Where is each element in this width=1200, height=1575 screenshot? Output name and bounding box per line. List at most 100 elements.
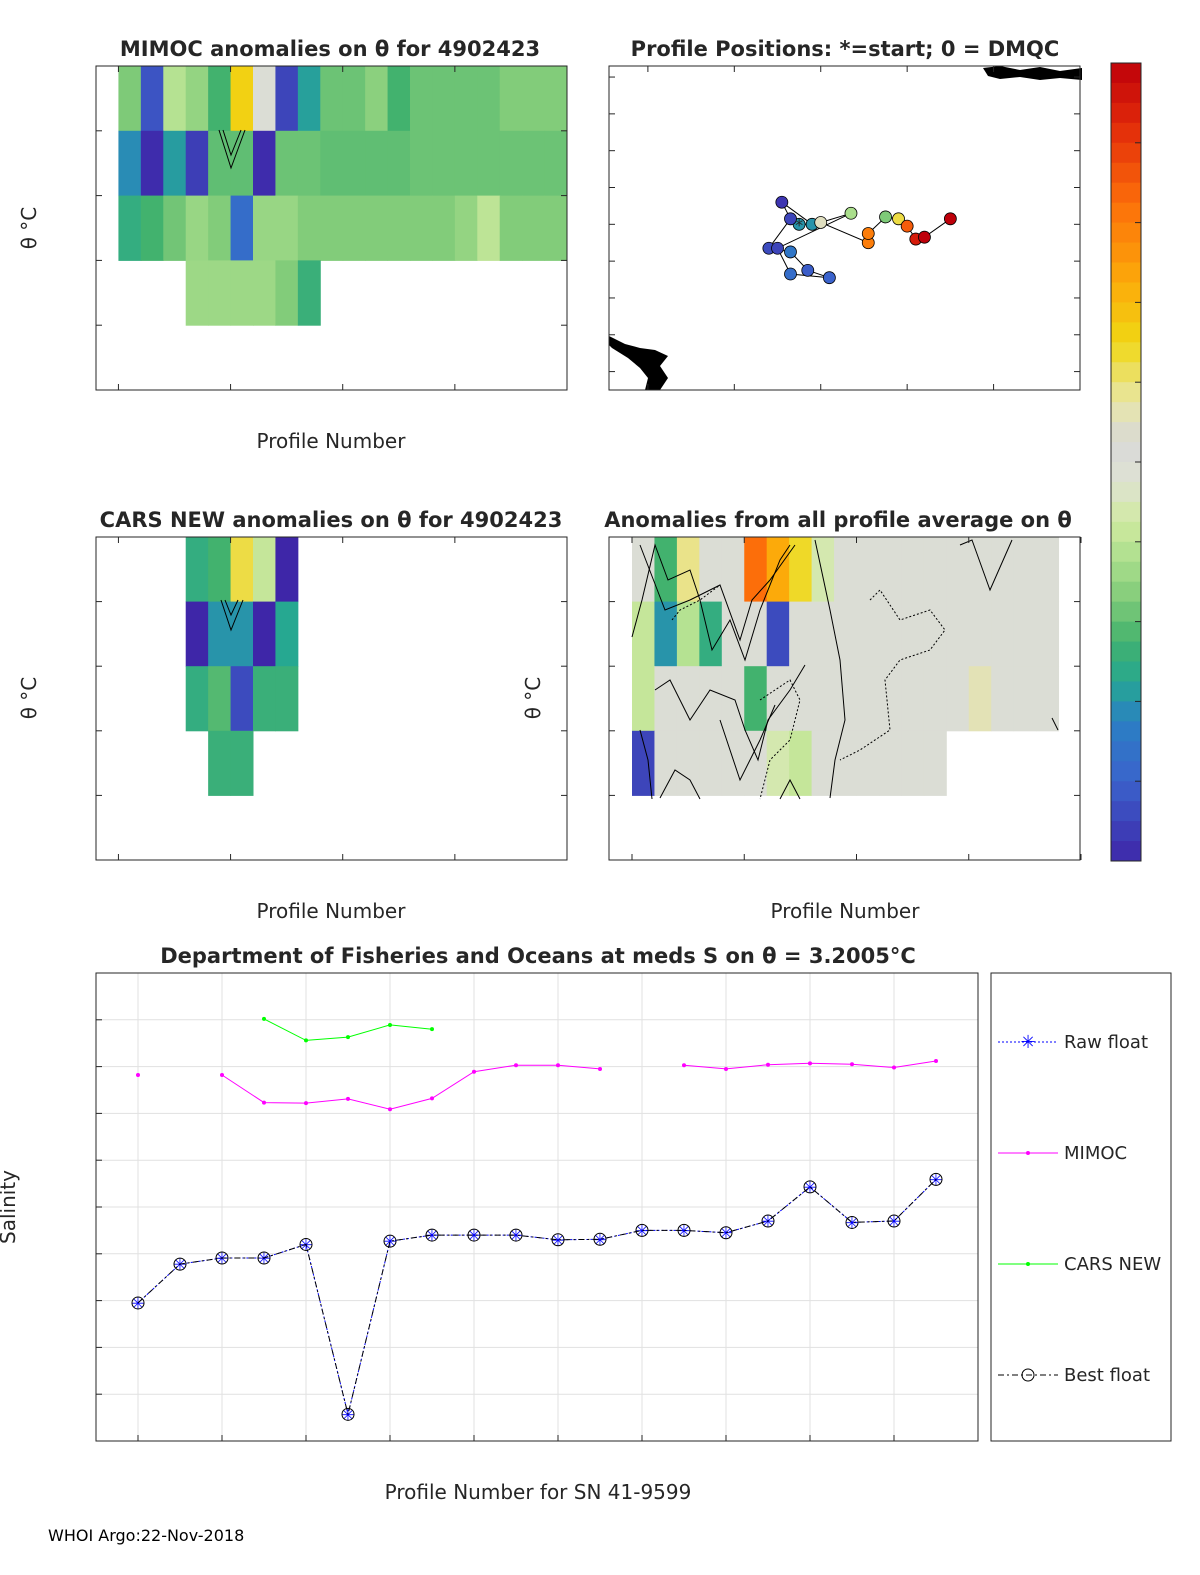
heatmap-cell <box>744 666 768 732</box>
colorbar-swatch <box>1111 322 1141 343</box>
heatmap-cell <box>544 66 568 132</box>
heatmap-cell <box>878 601 902 667</box>
heatmap-cell <box>632 666 655 732</box>
best-float-point <box>215 1251 229 1265</box>
profile-position-point <box>801 263 815 277</box>
cars-ylabel: θ °C <box>17 677 41 720</box>
heatmap-cell <box>253 260 276 326</box>
heatmap-cell <box>230 601 254 667</box>
colorbar-swatch <box>1111 302 1141 323</box>
colorbar-ticks <box>1135 62 1141 862</box>
heatmap-cell <box>477 130 501 197</box>
heatmap-cell <box>208 666 232 732</box>
legend-raw-marker: ✳ <box>1020 1032 1035 1053</box>
heatmap-cell <box>208 730 232 796</box>
mimoc-panel: MIMOC anomalies on θ for 4902423 Profile… <box>17 37 568 453</box>
salinity-xlabel: Profile Number for SN 41-9599 <box>385 1480 692 1504</box>
colorbar-swatch <box>1111 661 1141 682</box>
profile-position-point <box>892 212 905 226</box>
heatmap-cell <box>230 730 254 796</box>
mimoc-point <box>472 1069 476 1074</box>
cars-title: CARS NEW anomalies on θ for 4902423 <box>100 508 563 532</box>
best-float-point <box>383 1234 397 1248</box>
colorbar-swatch <box>1111 282 1141 303</box>
heatmap-cell <box>185 195 209 261</box>
mimoc-point <box>598 1066 602 1071</box>
best-float-point <box>509 1228 523 1242</box>
cars-x-ticks <box>117 537 568 860</box>
colorbar-swatch <box>1111 521 1141 543</box>
cars-contour <box>220 599 244 632</box>
best-float-point <box>677 1223 691 1237</box>
heatmap-cell <box>522 130 546 197</box>
heatmap-cell <box>208 195 232 261</box>
mimoc-y-ticks <box>96 65 567 326</box>
mimoc-contour <box>218 129 246 170</box>
heatmap-cell <box>499 66 523 132</box>
heatmap-cell <box>275 66 299 132</box>
best-float-point <box>845 1215 859 1229</box>
colorbar-swatch <box>1111 122 1141 144</box>
heatmap-cell <box>253 130 276 197</box>
heatmap-cell <box>699 601 723 667</box>
heatmap-cell <box>477 195 501 261</box>
heatmap-cell <box>454 130 478 197</box>
best-float-point <box>551 1233 565 1247</box>
heatmap-cell <box>856 730 880 796</box>
colorbar-swatch <box>1111 841 1141 862</box>
start-marker: * <box>795 215 803 234</box>
colorbar-swatch <box>1111 382 1141 403</box>
heatmap-cell <box>253 666 276 732</box>
colorbar-swatch <box>1111 63 1141 84</box>
heatmap-cell <box>901 730 925 796</box>
heatmap-cell <box>432 195 456 261</box>
heatmap-cell <box>676 730 700 796</box>
best-float-point <box>131 1296 145 1310</box>
heatmap-cell <box>208 260 232 326</box>
heatmap-cell <box>811 666 835 732</box>
heatmap-cell <box>230 66 254 132</box>
heatmap-cell <box>878 666 902 732</box>
heatmap-cell <box>118 66 142 132</box>
mimoc-x-ticks <box>117 66 568 390</box>
heatmap-cell <box>789 537 813 603</box>
colorbar-swatch <box>1111 801 1141 822</box>
heatmap-cell <box>811 730 835 796</box>
heatmap-cell <box>297 260 321 326</box>
heatmap-cell <box>432 130 456 197</box>
colorbar-swatch <box>1111 162 1141 184</box>
average-axes-box <box>608 536 1081 861</box>
cars-new-point <box>430 1027 434 1032</box>
heatmap-cell <box>766 666 790 732</box>
heatmap-cell <box>454 195 478 261</box>
heatmap-cell <box>163 195 187 261</box>
heatmap-cell <box>297 66 321 132</box>
positions-title: Profile Positions: *=start; 0 = DMQC <box>631 37 1060 61</box>
cars-new-point <box>346 1035 350 1040</box>
best-float-point <box>887 1214 901 1228</box>
heatmap-cell <box>253 537 276 603</box>
legend-raw-label: Raw float <box>1064 1032 1148 1053</box>
average-y-ticks <box>609 536 1080 796</box>
heatmap-cell <box>320 66 344 132</box>
heatmap-cell <box>230 666 254 732</box>
legend-cars-marker <box>1026 1262 1030 1266</box>
best-float-point <box>257 1251 271 1265</box>
average-x-ticks <box>631 537 1082 860</box>
colorbar-swatch <box>1111 462 1141 483</box>
heatmap-cell <box>163 130 187 197</box>
mimoc-ylabel: θ °C <box>17 207 41 250</box>
salinity-title: Department of Fisheries and Oceans at me… <box>160 944 916 968</box>
positions-panel: Profile Positions: *=start; 0 = DMQC * <box>608 37 1082 391</box>
legend-mimoc-marker <box>1026 1151 1030 1155</box>
salinity-legend: ✳ Raw float MIMOC CARS NEW Best float <box>990 972 1172 1442</box>
colorbar-swatch <box>1111 741 1141 762</box>
heatmap-cell <box>365 130 389 197</box>
profile-position-point <box>879 210 892 224</box>
heatmap-cell <box>923 666 947 732</box>
heatmap-cell <box>991 537 1015 603</box>
heatmap-cell <box>342 130 366 197</box>
heatmap-cell <box>923 601 947 667</box>
mimoc-cells <box>118 66 568 326</box>
